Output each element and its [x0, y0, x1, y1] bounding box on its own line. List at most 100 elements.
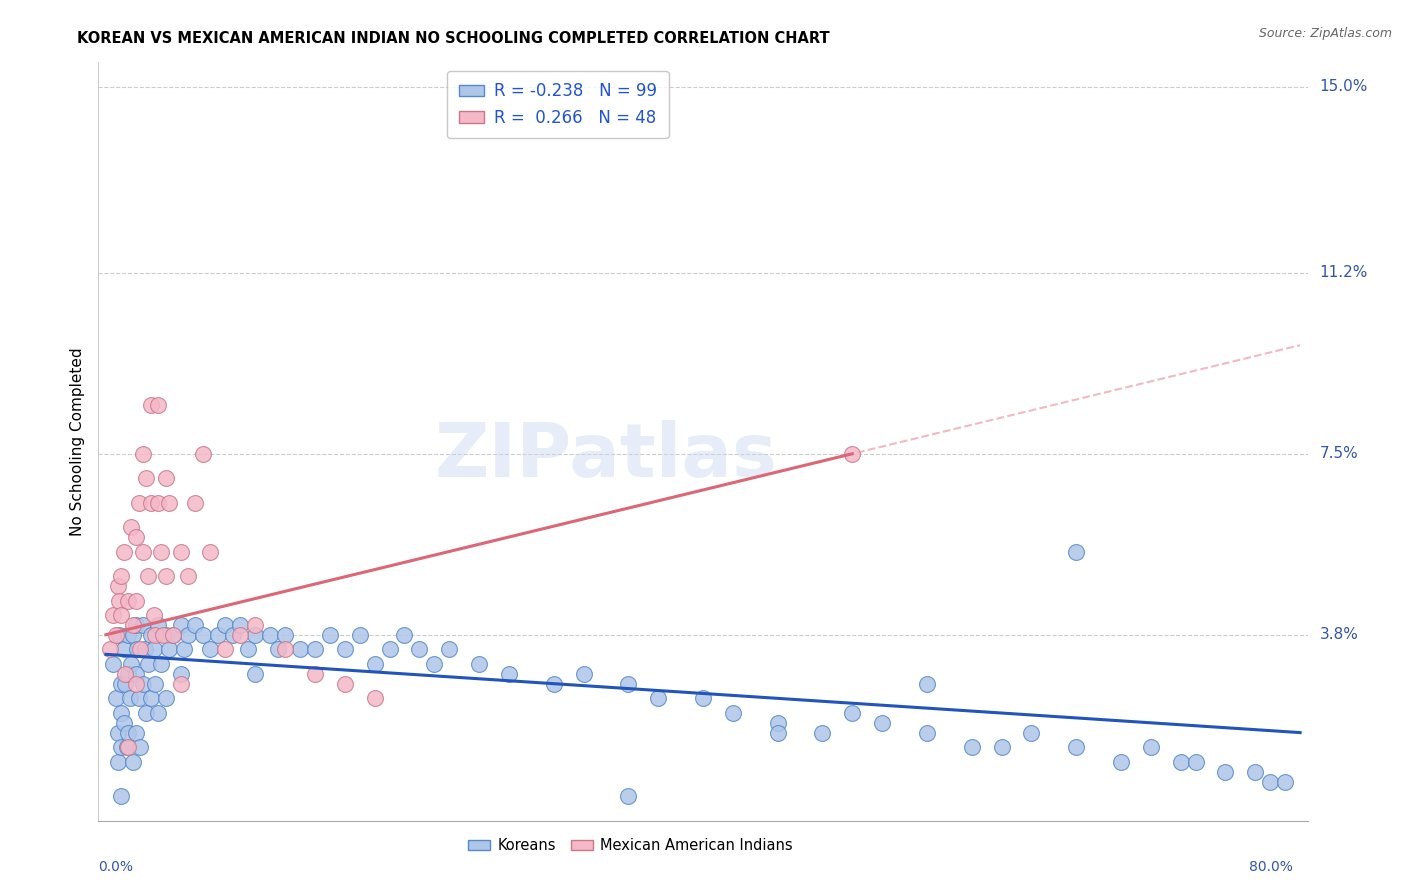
Point: [191, 628, 214, 642]
Point: [125, 725, 148, 739]
Point: [136, 569, 159, 583]
Point: [112, 715, 135, 730]
Text: Source: ZipAtlas.com: Source: ZipAtlas.com: [1258, 27, 1392, 40]
Point: [129, 740, 152, 755]
Point: [128, 496, 150, 510]
Point: [114, 666, 136, 681]
Point: [112, 544, 135, 558]
Point: [766, 725, 789, 739]
Point: [152, 628, 174, 642]
Point: [132, 447, 155, 461]
Point: [1184, 755, 1206, 769]
Point: [121, 755, 143, 769]
Point: [363, 657, 385, 672]
Point: [125, 593, 148, 607]
Legend: Koreans, Mexican American Indians: Koreans, Mexican American Indians: [463, 832, 799, 859]
Point: [1064, 544, 1087, 558]
Point: [274, 628, 297, 642]
Point: [333, 676, 356, 690]
Point: [408, 642, 430, 657]
Point: [135, 706, 157, 720]
Point: [236, 642, 259, 657]
Point: [572, 666, 595, 681]
Point: [117, 725, 139, 739]
Point: [142, 608, 165, 623]
Point: [150, 657, 173, 672]
Point: [266, 642, 288, 657]
Point: [132, 676, 155, 690]
Point: [207, 628, 229, 642]
Point: [146, 398, 169, 412]
Point: [766, 715, 789, 730]
Point: [319, 628, 342, 642]
Point: [132, 618, 155, 632]
Point: [142, 642, 165, 657]
Text: ZIPatlas: ZIPatlas: [434, 420, 778, 493]
Point: [121, 618, 143, 632]
Point: [110, 569, 132, 583]
Point: [98, 642, 121, 657]
Point: [960, 740, 983, 755]
Point: [110, 676, 132, 690]
Point: [1244, 764, 1267, 779]
Point: [363, 691, 385, 706]
Point: [135, 471, 157, 485]
Point: [125, 676, 148, 690]
Point: [214, 642, 236, 657]
Point: [692, 691, 714, 706]
Point: [915, 725, 938, 739]
Point: [103, 657, 125, 672]
Point: [136, 657, 159, 672]
Point: [125, 666, 148, 681]
Point: [841, 706, 863, 720]
Point: [304, 666, 326, 681]
Point: [1064, 740, 1087, 755]
Point: [1215, 764, 1237, 779]
Point: [423, 657, 446, 672]
Point: [177, 628, 200, 642]
Point: [115, 740, 138, 755]
Point: [108, 628, 131, 642]
Point: [990, 740, 1012, 755]
Point: [173, 642, 195, 657]
Point: [468, 657, 491, 672]
Point: [259, 628, 281, 642]
Point: [125, 530, 148, 544]
Point: [121, 628, 143, 642]
Point: [139, 496, 162, 510]
Point: [243, 666, 266, 681]
Text: 80.0%: 80.0%: [1249, 860, 1292, 874]
Point: [200, 544, 222, 558]
Point: [394, 628, 416, 642]
Point: [169, 544, 191, 558]
Point: [120, 657, 142, 672]
Point: [129, 642, 152, 657]
Point: [155, 569, 177, 583]
Point: [157, 496, 180, 510]
Point: [107, 579, 129, 593]
Point: [617, 676, 640, 690]
Point: [146, 496, 169, 510]
Point: [1274, 774, 1296, 789]
Text: 15.0%: 15.0%: [1320, 79, 1368, 95]
Point: [870, 715, 893, 730]
Point: [915, 676, 938, 690]
Point: [110, 740, 132, 755]
Point: [107, 755, 129, 769]
Point: [222, 628, 245, 642]
Point: [117, 593, 139, 607]
Point: [117, 628, 139, 642]
Point: [112, 642, 135, 657]
Point: [162, 628, 184, 642]
Point: [117, 666, 139, 681]
Point: [117, 740, 139, 755]
Point: [114, 676, 136, 690]
Point: [274, 642, 297, 657]
Y-axis label: No Schooling Completed: No Schooling Completed: [69, 347, 84, 536]
Point: [617, 789, 640, 804]
Point: [333, 642, 356, 657]
Point: [243, 618, 266, 632]
Point: [128, 691, 150, 706]
Point: [132, 544, 155, 558]
Point: [146, 706, 169, 720]
